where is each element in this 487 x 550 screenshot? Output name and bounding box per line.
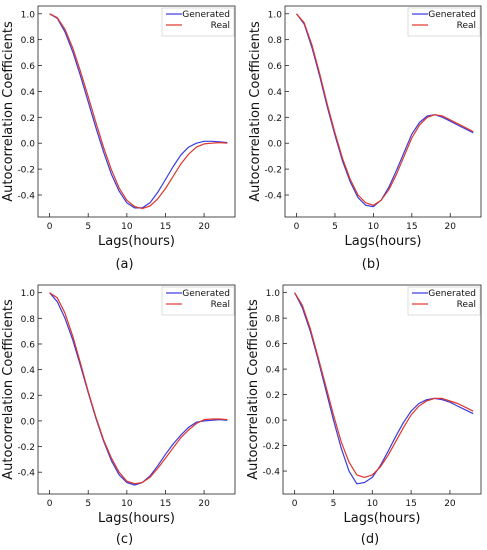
y-tick-label: -0.2 <box>17 443 35 453</box>
y-tick-label: 0.0 <box>21 417 36 427</box>
x-tick-label: 20 <box>445 222 457 232</box>
legend-label: Real <box>457 300 476 310</box>
y-tick-label: 0.6 <box>266 340 281 350</box>
y-tick-label: -0.2 <box>17 166 35 176</box>
chart-panel: 1.0 0.8 0.6 0.4 0.2 0.0 -0.2 -0.4 0 5 10 15 20 Genera… <box>1 284 236 547</box>
legend-box <box>407 286 481 316</box>
plot-frame <box>37 284 236 495</box>
y-tick-label: 0.6 <box>21 340 36 350</box>
x-tick-label: 10 <box>367 499 379 509</box>
y-tick-label: 0.2 <box>21 392 35 402</box>
y-tick-label: 0.8 <box>21 36 36 46</box>
legend-label: Generated <box>182 10 230 20</box>
x-tick-label: 5 <box>332 222 338 232</box>
y-tick-label: 0.0 <box>266 417 281 427</box>
y-tick-label: 0.4 <box>21 366 36 376</box>
series-line-real <box>49 13 228 210</box>
x-tick-label: 5 <box>85 499 91 509</box>
y-tick-label: -0.2 <box>264 166 282 176</box>
y-tick-label: -0.4 <box>17 469 35 479</box>
legend-label: Generated <box>428 289 476 299</box>
panel-label: (c) <box>116 532 133 547</box>
x-tick-label: 10 <box>121 222 133 232</box>
y-tick-label: 0.6 <box>268 62 283 72</box>
x-tick-label: 15 <box>160 499 171 509</box>
chart-panel: 1.0 0.8 0.6 0.4 0.2 0.0 -0.2 -0.4 0 5 10 15 20 Genera… <box>1 5 236 272</box>
y-tick-label: -0.4 <box>262 468 280 478</box>
plot-frame <box>282 284 482 495</box>
y-axis-label: Autocorrelation Coefficients <box>248 21 263 202</box>
y-tick-label: 0.0 <box>268 140 283 150</box>
legend-box <box>161 286 235 316</box>
legend-label: Generated <box>428 10 476 20</box>
y-tick-label: 0.8 <box>21 315 36 325</box>
chart-panel: 1.0 0.8 0.6 0.4 0.2 0.0 -0.2 -0.4 0 5 10 15 20 Genera… <box>246 284 482 547</box>
x-tick-label: 0 <box>292 499 298 509</box>
y-axis-label: Autocorrelation Coefficients <box>1 299 16 480</box>
x-tick-label: 10 <box>368 222 380 232</box>
series-line-real <box>294 292 474 478</box>
x-tick-label: 20 <box>198 499 210 509</box>
y-tick-label: 0.8 <box>268 36 283 46</box>
legend-label: Real <box>211 21 230 31</box>
series-line-generated <box>49 292 228 486</box>
y-tick-label: -0.4 <box>17 191 35 201</box>
y-tick-label: 1.0 <box>268 10 283 20</box>
series-line-generated <box>296 13 474 208</box>
series-line-generated <box>294 292 474 485</box>
y-tick-label: 0.0 <box>21 140 36 150</box>
panel-label: (d) <box>361 532 379 547</box>
series-line-real <box>296 13 474 206</box>
x-tick-label: 0 <box>47 499 53 509</box>
y-tick-label: 0.4 <box>266 366 281 376</box>
x-tick-label: 5 <box>85 222 91 232</box>
series-line-real <box>49 292 228 485</box>
x-tick-label: 15 <box>406 222 417 232</box>
legend-label: Generated <box>182 289 230 299</box>
y-tick-label: 1.0 <box>21 10 36 20</box>
x-tick-label: 20 <box>198 222 210 232</box>
plot-frame <box>37 5 236 218</box>
x-axis-label: Lags(hours) <box>345 234 422 249</box>
chart-panel: 1.0 0.8 0.6 0.4 0.2 0.0 -0.2 -0.4 0 5 10 15 20 Genera… <box>248 5 482 272</box>
x-tick-label: 20 <box>444 499 456 509</box>
y-tick-label: -0.2 <box>262 442 280 452</box>
panel-label: (b) <box>362 257 380 272</box>
y-tick-label: 0.6 <box>21 62 36 72</box>
y-tick-label: 1.0 <box>21 289 36 299</box>
panel-label: (a) <box>115 257 133 272</box>
x-axis-label: Lags(hours) <box>98 234 175 249</box>
x-axis-label: Lags(hours) <box>344 511 421 526</box>
y-tick-label: 0.8 <box>266 315 281 325</box>
y-tick-label: 0.2 <box>266 391 280 401</box>
legend-label: Real <box>457 21 476 31</box>
x-tick-label: 15 <box>405 499 416 509</box>
y-tick-label: 0.4 <box>268 88 283 98</box>
y-tick-label: 0.4 <box>21 88 36 98</box>
series-line-generated <box>49 13 228 209</box>
x-tick-label: 10 <box>121 499 133 509</box>
y-tick-label: 1.0 <box>266 289 281 299</box>
y-axis-label: Autocorrelation Coefficients <box>246 299 261 480</box>
legend-box <box>161 7 235 37</box>
y-tick-label: -0.4 <box>264 191 282 201</box>
x-tick-label: 5 <box>331 499 337 509</box>
y-tick-label: 0.2 <box>21 114 35 124</box>
y-axis-label: Autocorrelation Coefficients <box>1 21 16 202</box>
legend-label: Real <box>211 300 230 310</box>
x-tick-label: 0 <box>47 222 53 232</box>
x-tick-label: 15 <box>160 222 171 232</box>
x-tick-label: 0 <box>294 222 300 232</box>
plot-frame <box>284 5 482 218</box>
x-axis-label: Lags(hours) <box>98 511 175 526</box>
legend-box <box>407 7 481 37</box>
y-tick-label: 0.2 <box>268 114 282 124</box>
